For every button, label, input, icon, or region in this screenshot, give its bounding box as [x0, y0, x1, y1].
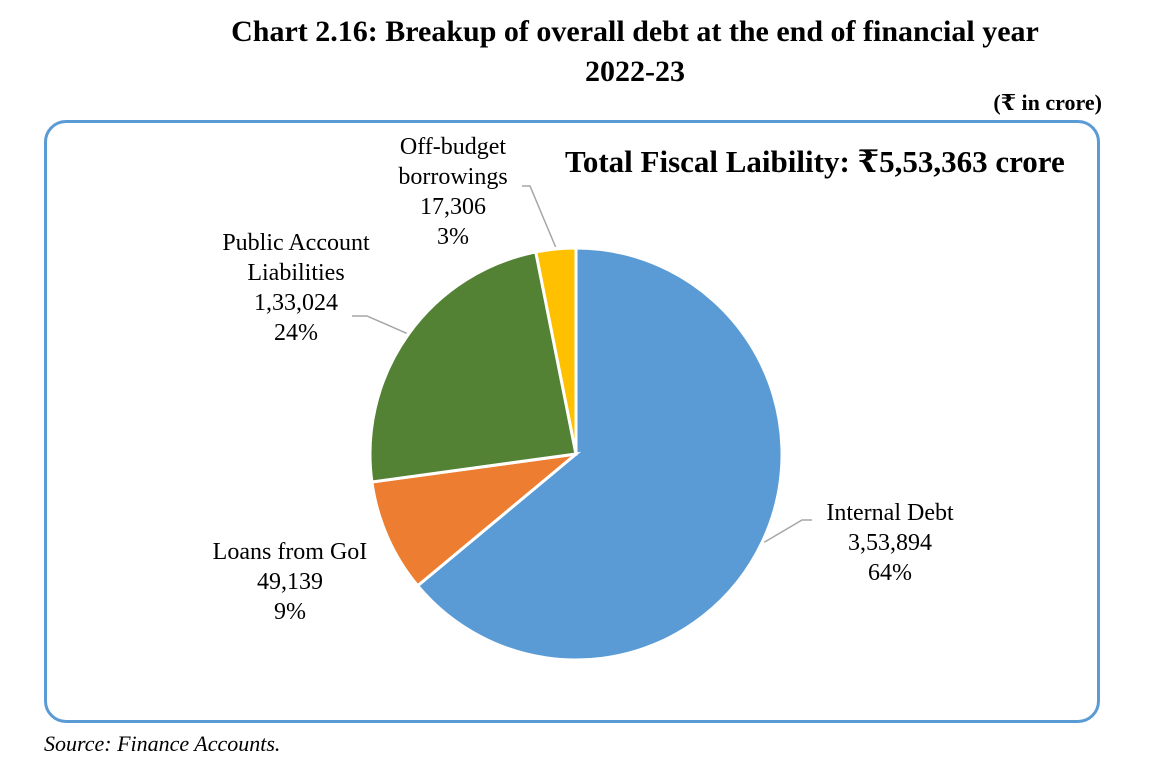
- source-note: Source: Finance Accounts.: [44, 731, 280, 757]
- slice-label-loans-from-goi: Loans from GoI 49,139 9%: [190, 537, 390, 627]
- slice-label-public-account-liabilities: Public Account Liabilities 1,33,024 24%: [196, 228, 396, 348]
- slice-name-internal-debt: Internal Debt: [800, 498, 980, 528]
- slice-name-public-account-line-2: Liabilities: [196, 258, 396, 288]
- slice-label-internal-debt: Internal Debt 3,53,894 64%: [800, 498, 980, 588]
- slice-name-off-budget-line-2: borrowings: [373, 162, 533, 192]
- slice-name-loans-from-goi: Loans from GoI: [190, 537, 390, 567]
- slice-percent-loans-from-goi: 9%: [190, 597, 390, 627]
- slice-percent-off-budget-borrowings: 3%: [373, 222, 533, 252]
- slice-value-internal-debt: 3,53,894: [800, 528, 980, 558]
- slice-name-off-budget-line-1: Off-budget: [373, 132, 533, 162]
- slice-percent-public-account-liabilities: 24%: [196, 318, 396, 348]
- slice-name-public-account-line-1: Public Account: [196, 228, 396, 258]
- slice-percent-internal-debt: 64%: [800, 558, 980, 588]
- slice-value-off-budget-borrowings: 17,306: [373, 192, 533, 222]
- slice-value-public-account-liabilities: 1,33,024: [196, 288, 396, 318]
- slice-label-off-budget-borrowings: Off-budget borrowings 17,306 3%: [373, 132, 533, 252]
- slice-value-loans-from-goi: 49,139: [190, 567, 390, 597]
